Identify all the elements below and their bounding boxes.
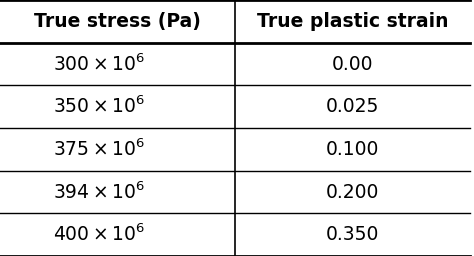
Text: 0.100: 0.100 — [326, 140, 379, 159]
Text: 0.025: 0.025 — [326, 97, 379, 116]
Text: $394 \times 10^{6}$: $394 \times 10^{6}$ — [53, 181, 145, 203]
Text: 0.00: 0.00 — [332, 55, 374, 73]
Text: True plastic strain: True plastic strain — [257, 12, 448, 31]
Text: $400 \times 10^{6}$: $400 \times 10^{6}$ — [53, 224, 145, 246]
Text: $375 \times 10^{6}$: $375 \times 10^{6}$ — [53, 138, 145, 160]
Text: 0.350: 0.350 — [326, 225, 379, 244]
Text: 0.200: 0.200 — [326, 183, 379, 201]
Text: $350 \times 10^{6}$: $350 \times 10^{6}$ — [53, 96, 145, 118]
Text: True stress (Pa): True stress (Pa) — [34, 12, 201, 31]
Text: $300 \times 10^{6}$: $300 \times 10^{6}$ — [53, 53, 145, 75]
